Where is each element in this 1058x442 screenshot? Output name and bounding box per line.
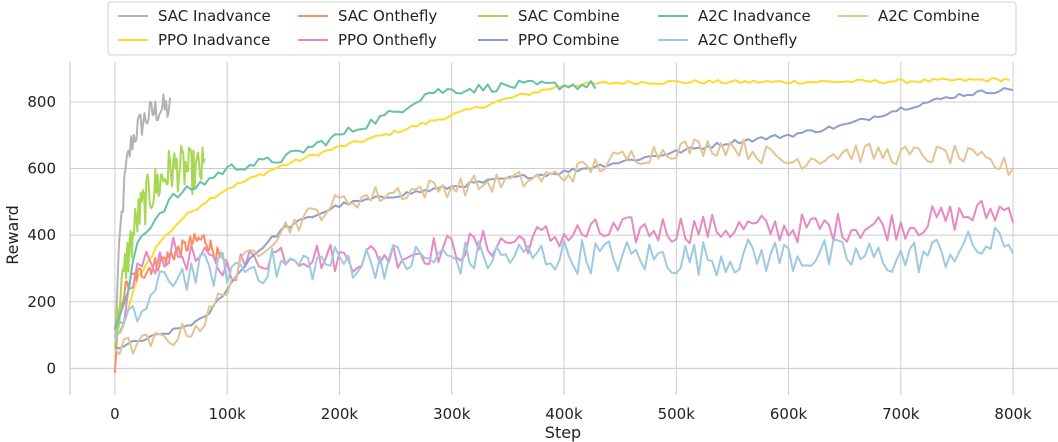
series-line-0 xyxy=(113,93,172,331)
legend-label: PPO Combine xyxy=(518,31,619,49)
grid xyxy=(69,62,1058,395)
legend-label: PPO Inadvance xyxy=(158,31,270,49)
y-tick-label: 800 xyxy=(27,93,56,111)
x-axis-ticks: 0 100k 200k 300k 400k 500k 600k 700k 800k xyxy=(110,405,1032,423)
series-line-5 xyxy=(114,86,1014,350)
x-tick-label: 0 xyxy=(110,405,120,423)
x-tick-label: 500k xyxy=(658,405,696,423)
x-tick-label: 600k xyxy=(770,405,808,423)
x-tick-label: 700k xyxy=(882,405,920,423)
x-axis-label: Step xyxy=(545,423,581,442)
legend-label: SAC Onthefly xyxy=(338,7,437,25)
y-tick-label: 600 xyxy=(27,160,56,178)
legend-label: PPO Onthefly xyxy=(338,31,437,49)
series-line-7 xyxy=(114,226,1014,340)
legend-label: A2C Onthefly xyxy=(698,31,797,49)
legend-frame xyxy=(107,1,1017,56)
y-tick-label: 200 xyxy=(27,293,56,311)
series-line-8 xyxy=(114,138,1014,356)
legend-label: SAC Combine xyxy=(518,7,620,25)
series-line-3 xyxy=(113,199,1015,338)
series-lines xyxy=(113,77,1015,374)
legend: SAC Inadvance PPO Inadvance SAC Onthefly PP… xyxy=(107,1,1017,56)
x-tick-label: 300k xyxy=(433,405,471,423)
series-line-4 xyxy=(113,144,206,347)
series-line-6 xyxy=(113,79,597,330)
legend-label: A2C Inadvance xyxy=(698,7,811,25)
y-axis-ticks: 0 200 400 600 800 xyxy=(27,93,56,377)
y-tick-label: 0 xyxy=(46,359,56,377)
x-tick-label: 400k xyxy=(545,405,583,423)
legend-label: SAC Inadvance xyxy=(158,7,271,25)
y-tick-label: 400 xyxy=(27,226,56,244)
y-axis-label: Reward xyxy=(3,205,22,265)
x-tick-label: 200k xyxy=(321,405,359,423)
x-tick-label: 800k xyxy=(994,405,1032,423)
x-tick-label: 100k xyxy=(209,405,247,423)
legend-label: A2C Combine xyxy=(878,7,980,25)
